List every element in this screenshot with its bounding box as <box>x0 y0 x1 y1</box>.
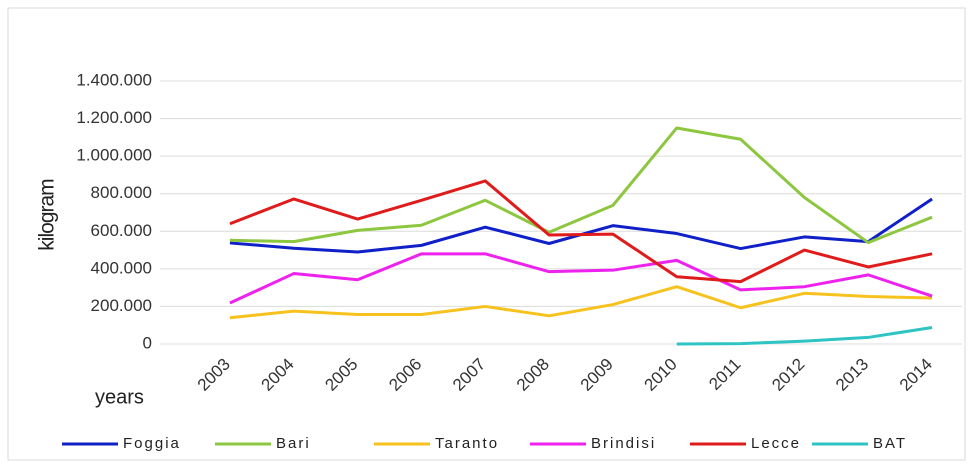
chart-frame <box>7 7 966 461</box>
legend-label: Brindisi <box>591 435 656 452</box>
x-tick-label: 2006 <box>385 355 425 395</box>
series-line <box>229 197 933 254</box>
legend-label: Foggia <box>123 435 181 452</box>
y-tick-label: 1.200.000 <box>76 108 152 127</box>
x-tick-label: 2004 <box>258 355 298 395</box>
x-tick-label: 2009 <box>577 355 617 395</box>
legend-label: BAT <box>873 435 907 452</box>
y-tick-label: 400.000 <box>91 258 152 277</box>
x-tick-label: 2007 <box>449 355 489 395</box>
legend-label: Bari <box>276 435 311 452</box>
series-line <box>229 126 933 245</box>
x-axis-label: years <box>95 386 144 408</box>
series-line <box>229 179 933 284</box>
y-tick-label: 1.000.000 <box>76 146 152 165</box>
y-axis-label: kilogram <box>36 179 59 251</box>
y-tick-label: 600.000 <box>91 221 152 240</box>
x-tick-label: 2014 <box>896 355 936 395</box>
x-tick-label: 2013 <box>832 355 872 395</box>
x-tick-label: 2012 <box>768 355 808 395</box>
x-tick-label: 2003 <box>194 355 234 395</box>
x-tick-label: 2010 <box>641 355 681 395</box>
x-tick-label: 2011 <box>705 355 744 394</box>
x-tick-label: 2008 <box>513 355 553 395</box>
y-tick-label: 200.000 <box>91 296 152 315</box>
x-tick-label: 2005 <box>321 355 361 395</box>
y-tick-label: 0 <box>143 333 152 352</box>
series-line <box>676 325 933 346</box>
series-line <box>229 252 933 305</box>
series-line <box>229 285 933 320</box>
legend-label: Taranto <box>435 435 499 452</box>
y-tick-label: 1.400.000 <box>76 70 152 89</box>
legend-label: Lecce <box>751 435 801 452</box>
y-tick-label: 800.000 <box>91 183 152 202</box>
